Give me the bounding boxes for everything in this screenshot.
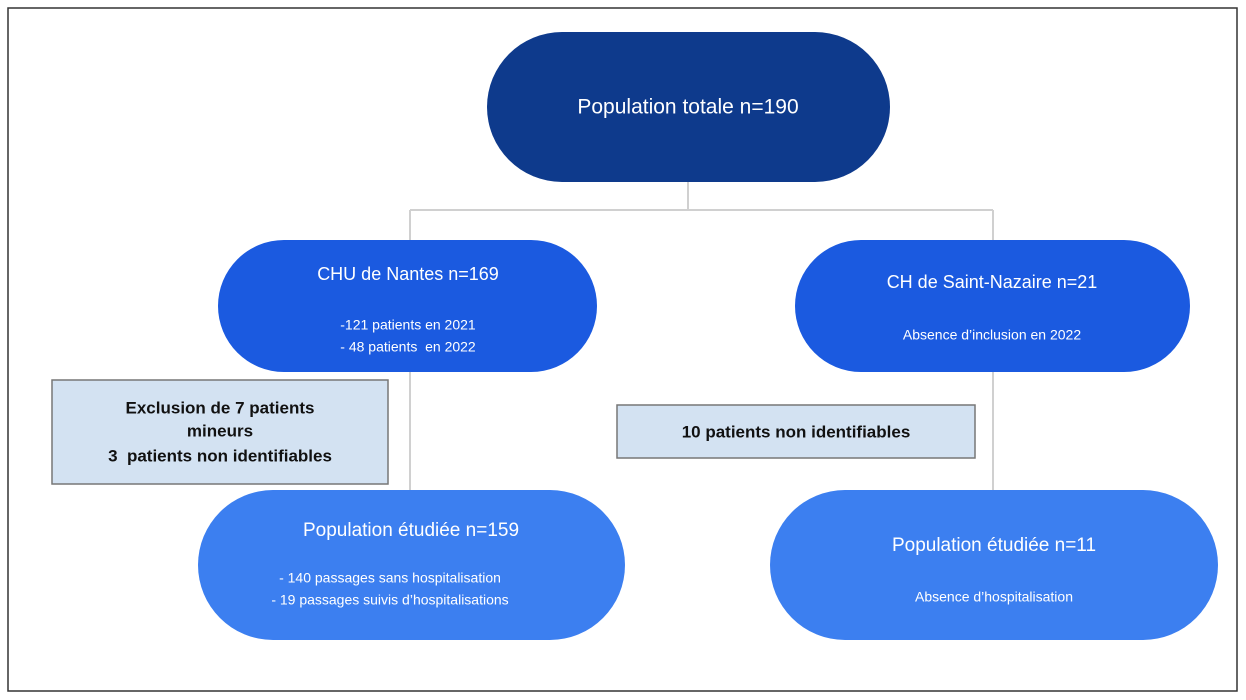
node: [198, 490, 625, 640]
node-title: Population étudiée n=11: [892, 535, 1096, 556]
node-title: CHU de Nantes n=169: [317, 264, 499, 284]
connectors: [409, 182, 994, 490]
node-line: - 19 passages suivis d’hospitalisations: [271, 592, 508, 608]
node: [487, 32, 890, 182]
node-title: Population étudiée n=159: [303, 520, 519, 541]
exclusion-box: [616, 404, 976, 459]
exclusion-line: 10 patients non identifiables: [682, 422, 911, 441]
node-title: Population totale n=190: [577, 96, 798, 119]
exclusion-box: [51, 379, 389, 485]
node: [218, 240, 597, 372]
exclusion-line: mineurs: [187, 421, 253, 440]
node-title: CH de Saint-Nazaire n=21: [887, 272, 1098, 292]
node-line: Absence d’inclusion en 2022: [903, 327, 1081, 343]
node-line: - 140 passages sans hospitalisation: [279, 570, 501, 586]
exclusion-line: Exclusion de 7 patients: [126, 398, 315, 417]
node-line: -121 patients en 2021: [340, 317, 476, 333]
node: [795, 240, 1190, 372]
node-line: Absence d’hospitalisation: [915, 589, 1073, 605]
exclusion-line: 3 patients non identifiables: [108, 446, 332, 465]
node: [770, 490, 1218, 640]
node-line: - 48 patients en 2022: [340, 339, 476, 355]
